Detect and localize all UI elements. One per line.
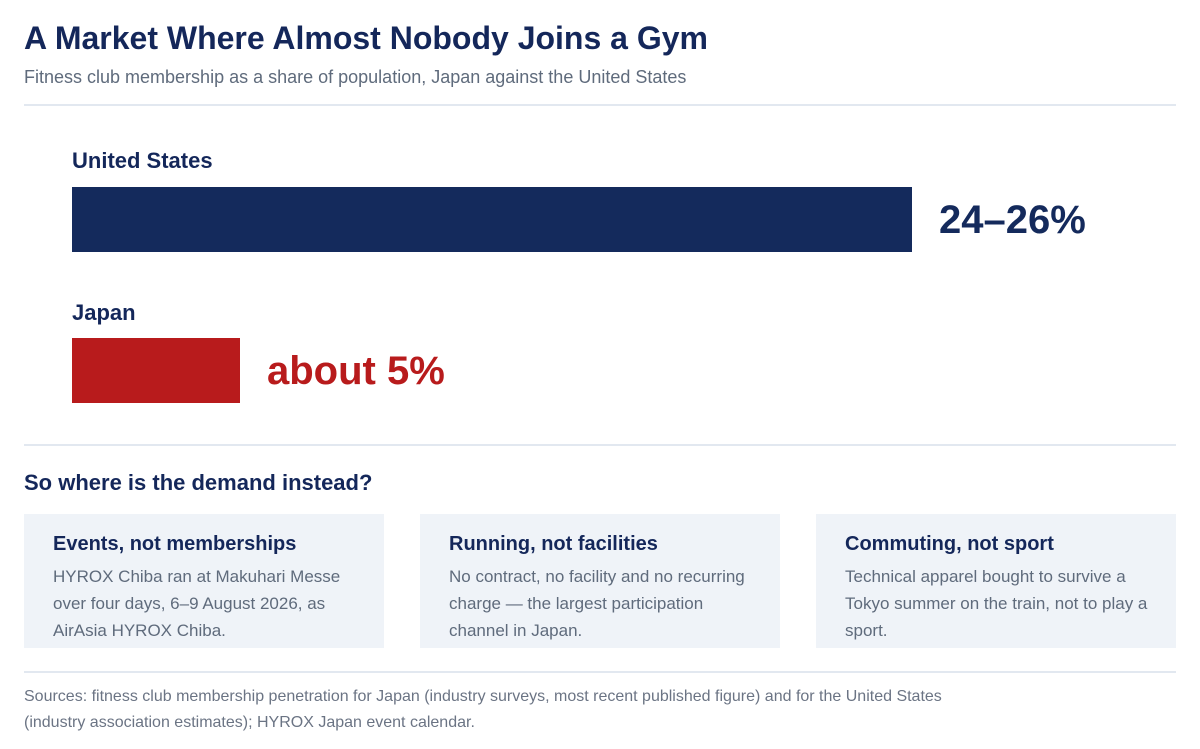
card-text: HYROX Chiba ran at Makuhari Messe over f… xyxy=(53,567,341,640)
card-text: No contract, no facility and no recurrin… xyxy=(449,567,745,640)
demand-heading: So where is the demand instead? xyxy=(24,470,373,495)
card-title: Commuting, not sport xyxy=(845,533,1054,555)
footer-divider xyxy=(24,671,1176,673)
page-title: A Market Where Almost Nobody Joins a Gym xyxy=(24,20,708,56)
card-title: Running, not facilities xyxy=(449,533,658,555)
bar-united-states xyxy=(72,187,912,252)
category-label-japan: Japan xyxy=(72,300,136,325)
bar-japan xyxy=(72,338,240,403)
chart-divider xyxy=(24,444,1176,446)
page-subtitle: Fitness club membership as a share of po… xyxy=(24,67,687,87)
demand-card-commuting: Commuting, not sport Technical apparel b… xyxy=(816,514,1176,648)
sources-note: Sources: fitness club membership penetra… xyxy=(24,688,942,731)
demand-card-events: Events, not memberships HYROX Chiba ran … xyxy=(24,514,384,648)
value-label-japan: about 5% xyxy=(267,349,445,393)
category-label-united-states: United States xyxy=(72,148,213,173)
header-divider xyxy=(24,104,1176,106)
card-text: Technical apparel bought to survive a To… xyxy=(845,567,1148,640)
card-title: Events, not memberships xyxy=(53,533,297,555)
value-label-united-states: 24–26% xyxy=(939,198,1086,242)
demand-card-running: Running, not facilities No contract, no … xyxy=(420,514,780,648)
